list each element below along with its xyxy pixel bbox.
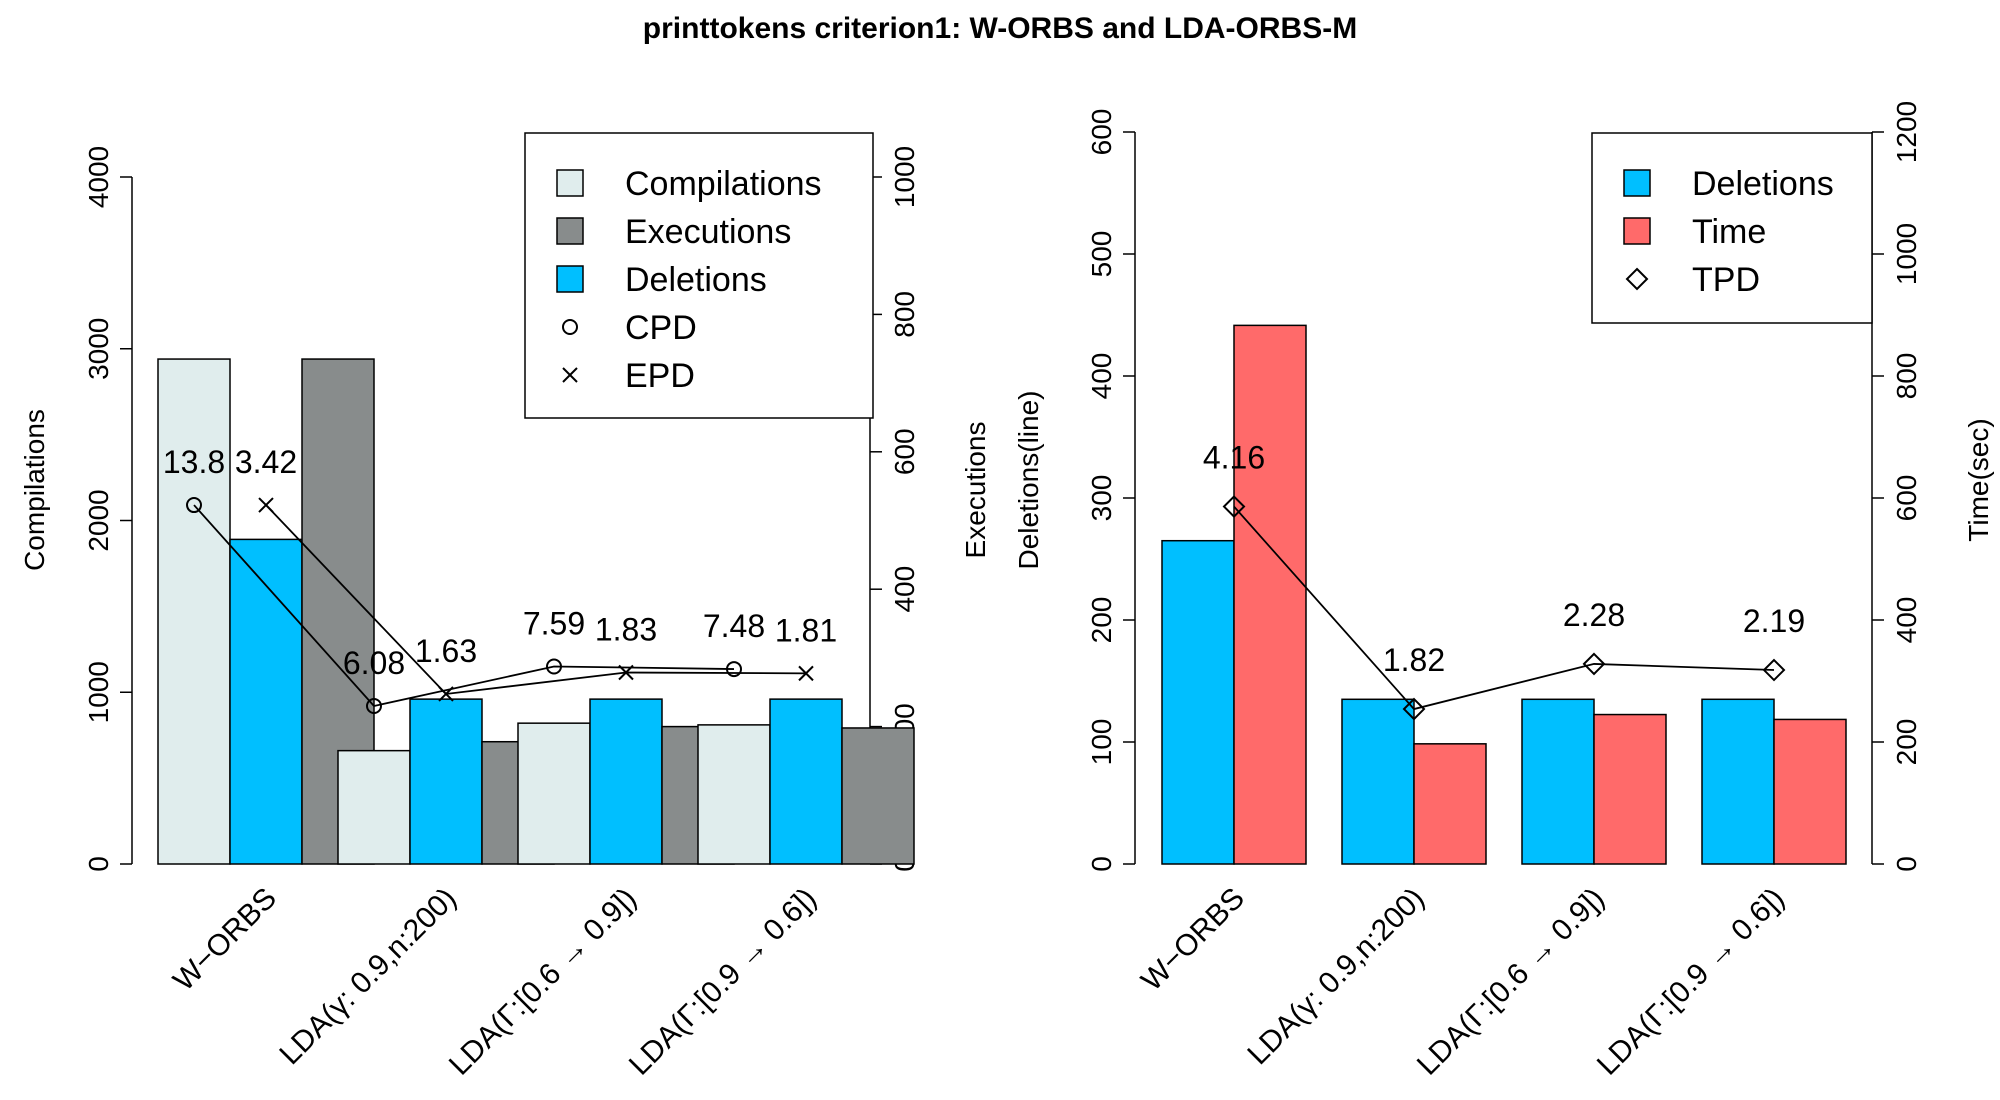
bar-deletions [589, 698, 663, 865]
right-axis-label: Executions [960, 422, 991, 559]
bar-time [1773, 718, 1847, 865]
bar-deletions [1521, 698, 1595, 865]
bar-deletions [409, 698, 483, 865]
legend-label-deletions: Deletions [1692, 165, 1834, 203]
point-cpd [726, 661, 742, 678]
series-line-cpd [193, 504, 735, 707]
legend-key-compilations [556, 169, 584, 197]
left-tick-label: 300 [1086, 475, 1117, 522]
point-epd [438, 686, 454, 702]
right-tick-label: 600 [889, 428, 920, 475]
chart-title: printtokens criterion1: W-ORBS and LDA-O… [643, 12, 1357, 45]
left-tick-label: 2000 [83, 489, 114, 551]
right-tick-label: 1200 [1891, 101, 1922, 163]
data-label-tpd: 2.28 [1563, 597, 1625, 633]
right-tick-label: 200 [1891, 719, 1922, 766]
left-tick-label: 100 [1086, 719, 1117, 766]
bar-compilations [337, 749, 411, 865]
category-label: W−ORBS [167, 882, 283, 998]
category-label: LDA(Γ:[0.9 → 0.6]) [623, 882, 823, 1082]
point-tpd [1762, 658, 1786, 682]
legend-label-compilations: Compilations [625, 165, 822, 203]
category-label: LDA(Γ:[0.9 → 0.6]) [1591, 882, 1791, 1082]
right-tick-label: 0 [1891, 856, 1922, 872]
bar-time [1233, 324, 1307, 865]
category-label: W−ORBS [1135, 882, 1251, 998]
legend-label-time: Time [1692, 213, 1766, 251]
left-tick-label: 400 [1086, 353, 1117, 400]
point-epd [258, 497, 274, 513]
bar-deletions [1341, 698, 1415, 865]
category-label: LDA(γ: 0.9,n:200) [1241, 882, 1431, 1072]
bar-deletions [229, 538, 303, 865]
legend-key-deletions [1623, 169, 1651, 197]
point-cpd [546, 658, 562, 675]
legend-label-epd: EPD [625, 357, 695, 395]
data-label-epd: 3.42 [235, 444, 297, 480]
data-label-tpd: 4.16 [1203, 440, 1265, 476]
point-tpd [1402, 697, 1426, 721]
right-tick-label: 1000 [1891, 223, 1922, 285]
bar-executions [841, 727, 915, 865]
legend-key-tpd [1625, 267, 1649, 291]
data-label-cpd: 13.8 [163, 444, 225, 480]
right-tick-label: 400 [889, 566, 920, 613]
category-label: LDA(Γ:[0.6 → 0.9]) [443, 882, 643, 1082]
category-label: LDA(γ: 0.9,n:200) [273, 882, 463, 1072]
bar-compilations [157, 358, 231, 865]
point-epd [618, 664, 634, 681]
point-epd [798, 665, 814, 682]
right-tick-label: 400 [1891, 597, 1922, 644]
series-line-epd [265, 504, 807, 695]
left-tick-label: 500 [1086, 231, 1117, 278]
data-label-epd: 1.83 [595, 611, 657, 647]
legend-key-epd [562, 367, 578, 383]
legend-label-executions: Executions [625, 213, 791, 251]
point-cpd [186, 497, 202, 514]
bar-deletions [769, 698, 843, 865]
legend-key-cpd [562, 319, 578, 335]
bar-deletions [1701, 698, 1775, 865]
legend-key-executions [556, 217, 584, 245]
data-label-epd: 1.81 [775, 612, 837, 648]
data-label-tpd: 2.19 [1743, 603, 1805, 639]
data-label-cpd: 6.08 [343, 645, 405, 681]
data-label-epd: 1.63 [415, 633, 477, 669]
right-tick-label: 800 [889, 291, 920, 338]
series-line-tpd [1233, 505, 1775, 711]
legend-key-deletions [556, 265, 584, 293]
right-tick-label: 800 [1891, 353, 1922, 400]
bar-deletions [1161, 539, 1235, 865]
data-label-tpd: 1.82 [1383, 642, 1445, 678]
left-tick-label: 4000 [83, 146, 114, 208]
left-tick-label: 3000 [83, 318, 114, 380]
left-tick-label: 0 [1086, 856, 1117, 872]
data-label-cpd: 7.59 [523, 605, 585, 641]
data-label-cpd: 7.48 [703, 608, 765, 644]
left-tick-label: 600 [1086, 109, 1117, 156]
bar-time [1413, 743, 1487, 865]
left-axis-label: Compilations [19, 409, 50, 571]
right-tick-label: 600 [1891, 475, 1922, 522]
bar-compilations [697, 724, 771, 865]
legend-label-tpd: TPD [1692, 261, 1760, 299]
point-tpd [1222, 495, 1246, 518]
legend-key-time [1623, 217, 1651, 245]
left-tick-label: 0 [83, 856, 114, 872]
legend-label-cpd: CPD [625, 309, 697, 347]
legend-label-deletions: Deletions [625, 261, 767, 299]
point-tpd [1582, 652, 1606, 676]
left-axis-label: Deletions(line) [1013, 391, 1044, 570]
point-cpd [366, 697, 382, 714]
left-tick-label: 200 [1086, 597, 1117, 644]
bar-compilations [517, 722, 591, 865]
bar-time [1593, 713, 1667, 865]
category-label: LDA(Γ:[0.6 → 0.9]) [1411, 882, 1611, 1082]
left-tick-label: 1000 [83, 661, 114, 723]
right-tick-label: 1000 [889, 146, 920, 208]
right-axis-label: Time(sec) [1963, 418, 1994, 541]
